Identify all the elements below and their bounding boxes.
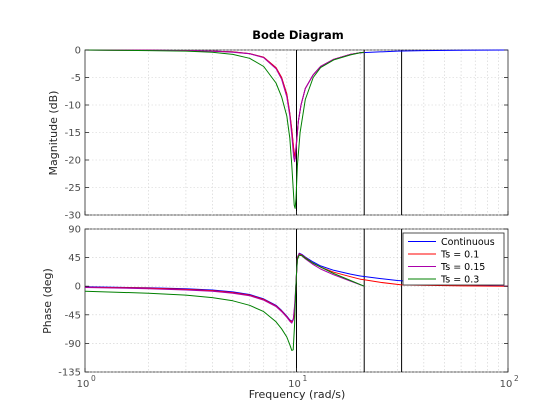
- y-tick-label: -90: [65, 339, 81, 350]
- phase-vertical-markers: [296, 229, 403, 372]
- y-tick-label: -45: [65, 310, 81, 321]
- series-line: [84, 253, 365, 324]
- legend-label: Continuous: [441, 237, 495, 248]
- y-tick-label: -135: [58, 368, 81, 379]
- series-line: [84, 254, 365, 351]
- y-tick-label: -10: [65, 101, 81, 112]
- x-tick-exponent: 1: [303, 374, 308, 383]
- y-tick-label: 0: [75, 46, 81, 57]
- x-tick-exponent: 2: [514, 374, 519, 383]
- y-tick-label: -30: [65, 211, 81, 222]
- y-tick-label: -25: [65, 183, 81, 194]
- magnitude-y-ticks: 0 -5 -10 -15 -20 -25 -30: [65, 46, 508, 222]
- legend-label: Ts = 0.1: [440, 250, 479, 261]
- y-tick-label: -20: [65, 156, 81, 167]
- phase-curves: [84, 252, 509, 351]
- x-tick-label: 10: [77, 379, 90, 390]
- y-tick-label: 90: [68, 225, 81, 236]
- legend: Continuous Ts = 0.1Ts = 0.15 Ts = 0.3: [402, 232, 505, 286]
- chart-title: Bode Diagram: [252, 28, 344, 42]
- magnitude-curves: [84, 49, 509, 209]
- x-tick-exponent: 0: [91, 374, 96, 383]
- x-tick-label: 10: [288, 379, 301, 390]
- series-line: [84, 49, 365, 163]
- legend-label: Ts = 0.15: [440, 262, 485, 273]
- x-tick-label: 10: [500, 379, 513, 390]
- y-tick-label: 45: [68, 253, 81, 264]
- series-line: [84, 49, 365, 209]
- y-tick-label: -5: [71, 73, 81, 84]
- phase-ylabel: Phase (deg): [41, 268, 54, 334]
- y-tick-label: -15: [65, 128, 81, 139]
- legend-label: Ts = 0.3: [440, 275, 479, 286]
- phase-y-ticks: 90 45 0 -45 -90 -135: [58, 225, 508, 379]
- magnitude-ylabel: Magnitude (dB): [47, 91, 60, 176]
- x-axis-label: Frequency (rad/s): [249, 388, 346, 401]
- y-tick-label: 0: [75, 282, 81, 293]
